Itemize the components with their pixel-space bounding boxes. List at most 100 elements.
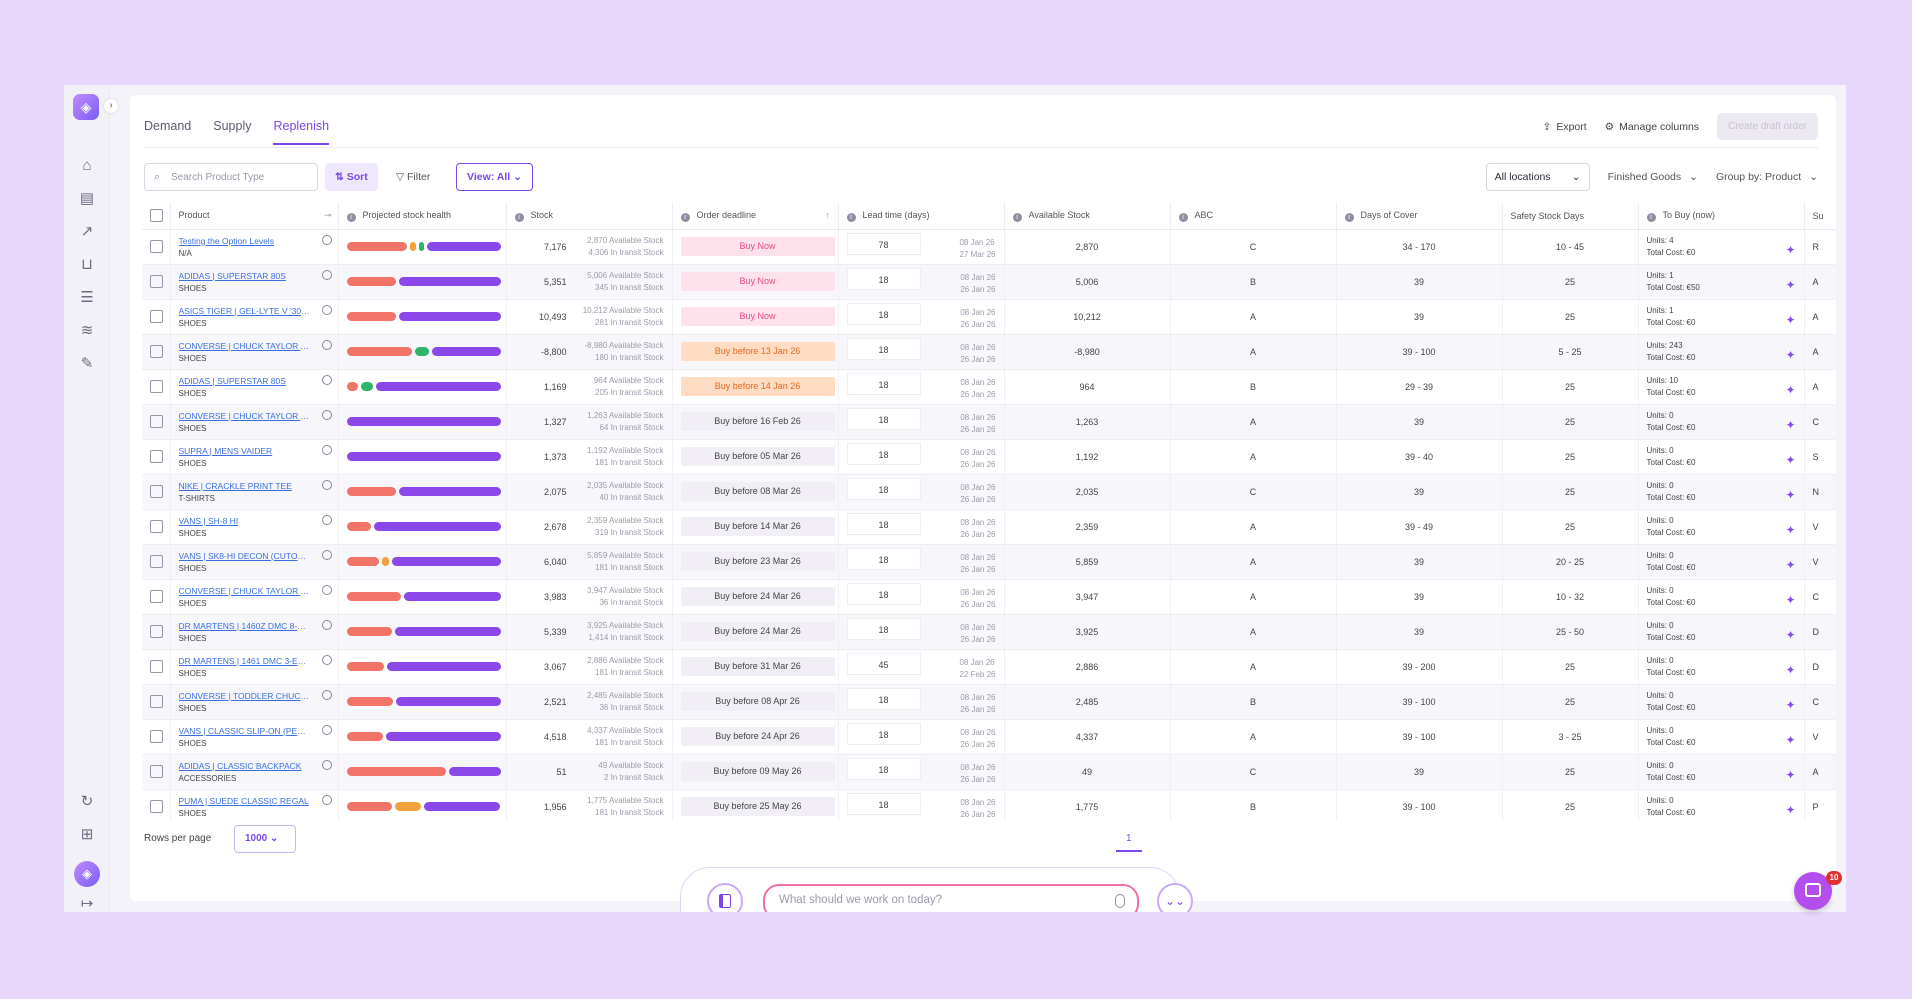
pin-icon[interactable]: ⊸ <box>323 210 332 221</box>
trend-icon[interactable]: ↗ <box>80 223 94 240</box>
layers-icon[interactable]: ≋ <box>80 322 94 339</box>
app-logo-icon[interactable]: ◈ <box>73 94 99 120</box>
manage-columns-button[interactable]: ⚙ Manage columns <box>1604 120 1700 133</box>
lead-time-input[interactable]: 18 <box>846 407 921 430</box>
list-icon[interactable]: ☰ <box>80 289 94 306</box>
similar-products-icon[interactable] <box>321 269 332 280</box>
product-link[interactable]: NIKE | CRACKLE PRINT TEE <box>178 480 292 491</box>
create-draft-order-button[interactable]: Create draft order <box>1717 113 1818 140</box>
stock-health-bar[interactable] <box>346 312 501 321</box>
product-link[interactable]: ASICS TIGER | GEL-LYTE V '30 YEARS OF GE… <box>178 305 311 316</box>
table-row[interactable]: VANS | SH-8 HI SHOES 2,678 2,359 Available… <box>142 509 1836 545</box>
lead-time-input[interactable]: 18 <box>846 267 921 290</box>
similar-products-icon[interactable] <box>321 409 332 420</box>
view-select[interactable]: View: All ⌄ <box>456 163 533 191</box>
chat-launcher-button[interactable] <box>1794 872 1832 910</box>
lead-time-input[interactable]: 45 <box>846 652 921 675</box>
ai-prompt-input[interactable]: What should we work on today? <box>763 884 1139 912</box>
stock-health-bar[interactable] <box>346 697 501 706</box>
product-link[interactable]: ADIDAS | CLASSIC BACKPACK <box>178 760 302 771</box>
similar-products-icon[interactable] <box>321 689 332 700</box>
similar-products-icon[interactable] <box>321 479 332 490</box>
lead-time-input[interactable]: 18 <box>846 547 921 570</box>
ai-sparkle-icon[interactable]: ✦ <box>1785 697 1796 712</box>
page-1-button[interactable]: 1 <box>1116 833 1142 852</box>
search-input[interactable]: ⌕ Search Product Type <box>144 163 318 191</box>
similar-products-icon[interactable] <box>321 619 332 630</box>
sort-button[interactable]: ⇅ Sort <box>325 163 378 191</box>
row-checkbox[interactable] <box>150 380 163 393</box>
stock-health-bar[interactable] <box>346 557 501 566</box>
basket-icon[interactable]: ⊔ <box>81 256 93 273</box>
similar-products-icon[interactable] <box>321 654 332 665</box>
table-row[interactable]: PUMA | SUEDE CLASSIC REGAL SHOES 1,956 1,7… <box>142 789 1836 821</box>
lead-time-input[interactable]: 18 <box>846 442 921 465</box>
similar-products-icon[interactable] <box>321 794 332 805</box>
microphone-icon[interactable] <box>1115 894 1125 908</box>
col-order-deadline[interactable]: i Order deadline ↑ <box>672 203 839 230</box>
ai-sparkle-icon[interactable]: ✦ <box>1785 627 1796 642</box>
home-icon[interactable]: ⌂ <box>82 157 92 174</box>
row-checkbox[interactable] <box>150 660 163 673</box>
row-checkbox[interactable] <box>150 625 163 638</box>
sort-arrow-up-icon[interactable]: ↑ <box>825 209 830 220</box>
col-abc[interactable]: i ABC <box>1170 203 1337 230</box>
col-supplier[interactable]: Su <box>1804 203 1836 230</box>
finished-goods-select[interactable]: Finished Goods ⌄ <box>1607 171 1698 183</box>
similar-products-icon[interactable] <box>321 234 332 245</box>
col-safety-stock-days[interactable]: Safety Stock Days <box>1502 203 1639 230</box>
document-icon[interactable]: ▤ <box>79 190 95 207</box>
stock-health-bar[interactable] <box>346 802 501 811</box>
product-link[interactable]: ADIDAS | SUPERSTAR 80S <box>178 375 286 386</box>
lead-time-input[interactable]: 18 <box>846 722 921 745</box>
product-link[interactable]: VANS | CLASSIC SLIP-ON (PERFORATED SUEDE… <box>178 725 311 736</box>
ai-sparkle-icon[interactable]: ✦ <box>1785 802 1796 817</box>
table-row[interactable]: NIKE | CRACKLE PRINT TEE T-SHIRTS 2,075 2,… <box>142 474 1836 510</box>
filter-button[interactable]: ▽ Filter <box>396 171 431 183</box>
row-checkbox[interactable] <box>150 695 163 708</box>
stock-health-bar[interactable] <box>346 662 501 671</box>
refresh-icon[interactable]: ↻ <box>80 793 94 810</box>
stock-health-bar[interactable] <box>346 452 501 461</box>
ai-sparkle-icon[interactable]: ✦ <box>1785 732 1796 747</box>
ai-sparkle-icon[interactable]: ✦ <box>1785 767 1796 782</box>
lead-time-input[interactable]: 18 <box>846 477 921 500</box>
row-checkbox[interactable] <box>150 450 163 463</box>
sidebar-toggle-button[interactable] <box>707 883 743 912</box>
col-stock-health[interactable]: i Projected stock health <box>338 203 507 230</box>
col-to-buy[interactable]: i To Buy (now) <box>1638 203 1805 230</box>
lead-time-input[interactable]: 18 <box>846 757 921 780</box>
product-link[interactable]: ADIDAS | SUPERSTAR 80S <box>178 270 286 281</box>
similar-products-icon[interactable] <box>321 304 332 315</box>
stock-health-bar[interactable] <box>346 627 501 636</box>
lead-time-input[interactable]: 18 <box>846 687 921 710</box>
product-link[interactable]: DR MARTENS | 1461 DMC 3-EYE SHOE <box>178 655 311 666</box>
product-link[interactable]: CONVERSE | CHUCK TAYLOR ALL STAR HI <box>178 410 311 421</box>
product-link[interactable]: CONVERSE | CHUCK TAYLOR ALL STAR II HI <box>178 585 311 596</box>
select-all-checkbox[interactable] <box>150 209 163 223</box>
table-row[interactable]: VANS | CLASSIC SLIP-ON (PERFORATED SUEDE… <box>142 719 1836 755</box>
product-link[interactable]: VANS | SH-8 HI <box>178 515 239 526</box>
table-row[interactable]: ADIDAS | CLASSIC BACKPACK ACCESSORIES 51 4… <box>142 754 1836 790</box>
lead-time-input[interactable]: 78 <box>846 232 921 255</box>
lead-time-input[interactable]: 18 <box>846 582 921 605</box>
table-row[interactable]: ADIDAS | SUPERSTAR 80S SHOES 5,351 5,006 A… <box>142 264 1836 300</box>
similar-products-icon[interactable] <box>321 724 332 735</box>
lead-time-input[interactable]: 18 <box>846 372 921 395</box>
similar-products-icon[interactable] <box>321 444 332 455</box>
row-checkbox[interactable] <box>150 590 163 603</box>
stock-health-bar[interactable] <box>346 277 501 286</box>
lead-time-input[interactable]: 18 <box>846 512 921 535</box>
table-row[interactable]: ASICS TIGER | GEL-LYTE V '30 YEARS OF GE… <box>142 299 1836 335</box>
tab-supply[interactable]: Supply <box>213 119 252 133</box>
stock-health-bar[interactable] <box>346 592 501 601</box>
similar-products-icon[interactable] <box>321 549 332 560</box>
stock-health-bar[interactable] <box>346 732 501 741</box>
stock-health-bar[interactable] <box>346 487 501 496</box>
similar-products-icon[interactable] <box>321 584 332 595</box>
collapse-button[interactable]: ⌄⌄ <box>1157 883 1193 912</box>
row-checkbox[interactable] <box>150 345 163 358</box>
table-row[interactable]: DR MARTENS | 1461 DMC 3-EYE SHOE SHOES 3,… <box>142 649 1836 685</box>
table-row[interactable]: ADIDAS | SUPERSTAR 80S SHOES 1,169 964 Ava… <box>142 369 1836 405</box>
row-checkbox[interactable] <box>150 415 163 428</box>
